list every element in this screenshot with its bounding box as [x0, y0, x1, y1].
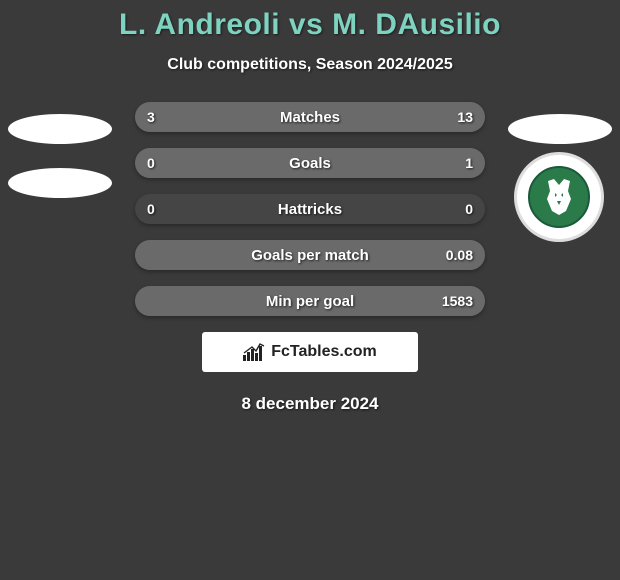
stat-row: 01Goals	[135, 148, 485, 178]
wolf-icon	[542, 177, 576, 217]
stat-value-left: 3	[147, 102, 155, 132]
subtitle: Club competitions, Season 2024/2025	[0, 56, 620, 74]
stat-value-right: 1	[465, 148, 473, 178]
branding-chart-icon	[243, 343, 265, 361]
comparison-card: L. Andreoli vs M. DAusilio Club competit…	[0, 0, 620, 414]
stat-label: Hattricks	[135, 194, 485, 224]
bar-right-fill	[135, 148, 485, 178]
stat-row: 1583Min per goal	[135, 286, 485, 316]
branding-text: FcTables.com	[271, 343, 377, 361]
stat-row: 0 0Hattricks	[135, 194, 485, 224]
bar-left-fill	[135, 102, 201, 132]
club-right-badge	[514, 152, 604, 242]
stat-value-left: 0	[147, 194, 155, 224]
player-right-placeholder	[508, 114, 612, 144]
stat-value-left: 0	[147, 148, 155, 178]
bar-right-fill	[135, 240, 485, 270]
stat-row: 0.08Goals per match	[135, 240, 485, 270]
stats-area: 313Matches01Goals00Hattricks0.08Goals pe…	[0, 102, 620, 316]
stat-value-right: 13	[457, 102, 473, 132]
player-left-placeholder	[8, 114, 112, 144]
stat-value-right: 0.08	[446, 240, 473, 270]
bar-right-fill	[201, 102, 485, 132]
stat-value-right: 0	[465, 194, 473, 224]
bar-right-fill	[135, 286, 485, 316]
date-label: 8 december 2024	[0, 394, 620, 414]
branding-badge: FcTables.com	[202, 332, 418, 372]
stat-value-right: 1583	[442, 286, 473, 316]
club-badge-inner	[528, 166, 590, 228]
club-left-placeholder	[8, 168, 112, 198]
page-title: L. Andreoli vs M. DAusilio	[0, 8, 620, 42]
stat-row: 313Matches	[135, 102, 485, 132]
